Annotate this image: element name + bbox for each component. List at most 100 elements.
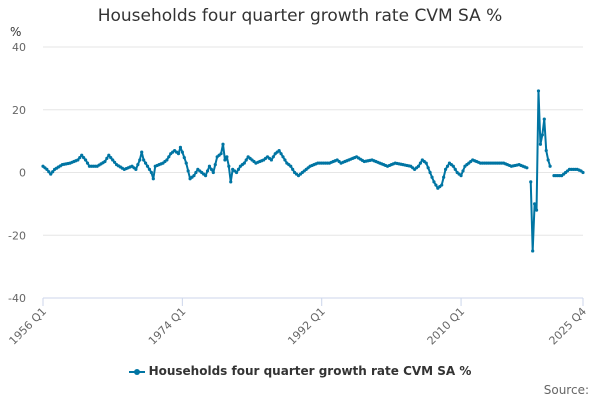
data-point [229,180,233,184]
x-tick-label: 1956 Q1 [7,305,50,348]
data-point [428,170,432,175]
data-point [213,163,217,167]
data-point [289,164,293,168]
data-point [194,170,198,175]
legend[interactable]: Households four quarter growth rate CVM … [0,364,600,378]
data-point [430,175,434,179]
data-point [219,152,223,156]
data-point [277,148,281,153]
data-point [581,170,585,175]
data-point [178,145,183,149]
data-point [281,155,285,159]
data-point [542,117,546,121]
data-point [111,158,115,162]
data-point [151,177,155,181]
data-point [418,161,423,165]
data-point [203,174,208,178]
data-point [83,158,88,162]
y-tick-label: 40 [12,41,26,54]
data-point [461,169,465,173]
data-point [142,158,146,162]
data-point [192,174,196,178]
data-point [76,158,80,162]
data-point [459,174,463,178]
data-point [546,158,550,162]
series-line [529,89,552,252]
data-point [536,89,541,93]
data-point [211,170,215,175]
data-point [451,164,455,168]
y-tick-label: 20 [12,104,26,117]
data-point [209,167,213,171]
data-point [221,142,225,146]
data-point [45,167,49,171]
legend-swatch-icon [128,367,145,377]
data-point [434,183,438,187]
data-point [165,158,169,162]
data-point [109,156,113,160]
data-point [85,161,90,165]
data-point [234,170,239,175]
data-point [105,156,109,160]
source-label: Source: [543,383,589,397]
data-point [207,164,212,168]
data-point [223,158,227,162]
data-point [525,166,529,170]
data-point [103,159,107,164]
data-point [180,150,184,154]
data-point [424,161,428,165]
data-point [442,175,446,179]
grid-lines [43,46,583,299]
data-point [242,161,246,165]
y-tick-label: -40 [8,292,26,305]
tick-labels: 40 20 0 -20 -40% 1956 Q1 1974 Q1 1992 Q1 2010 Q1… [7,25,590,347]
series-households-growth [41,89,585,253]
data-point [113,160,117,164]
data-point [176,152,181,156]
data-point [443,167,448,171]
data-point [138,158,142,162]
data-point [51,170,55,174]
data-point [49,172,53,176]
data-point [227,164,231,168]
chart-title: Households four quarter growth rate CVM … [97,6,503,26]
data-point [149,170,153,175]
data-point [82,156,86,160]
data-point [47,170,51,174]
data-point [244,158,248,162]
data-point [440,183,444,187]
x-axis [42,297,584,306]
data-point [205,169,210,173]
x-tick-label: 2025 Q4 [547,305,590,348]
data-point [271,155,275,159]
y-tick-label: -20 [8,229,26,242]
data-point [529,180,533,184]
data-point [269,158,273,162]
data-point [236,167,241,171]
data-point [167,155,171,159]
data-point [416,164,421,168]
data-point [283,158,287,162]
data-point [184,161,188,165]
data-point [540,133,544,137]
data-point [182,156,186,160]
data-point [453,167,457,171]
data-point [225,155,229,159]
data-point [134,167,138,171]
data-point [538,142,543,146]
data-point [279,152,283,156]
data-point [107,153,111,157]
data-point [432,180,436,184]
data-point [291,167,295,171]
data-point [80,153,84,157]
data-point [140,150,144,154]
data-point [136,163,140,167]
legend-label: Households four quarter growth rate CVM … [148,364,472,378]
data-point [544,148,548,153]
data-point [145,164,150,168]
data-point [78,156,82,160]
data-point [548,164,552,168]
data-point [531,249,535,253]
data-point [445,164,450,168]
